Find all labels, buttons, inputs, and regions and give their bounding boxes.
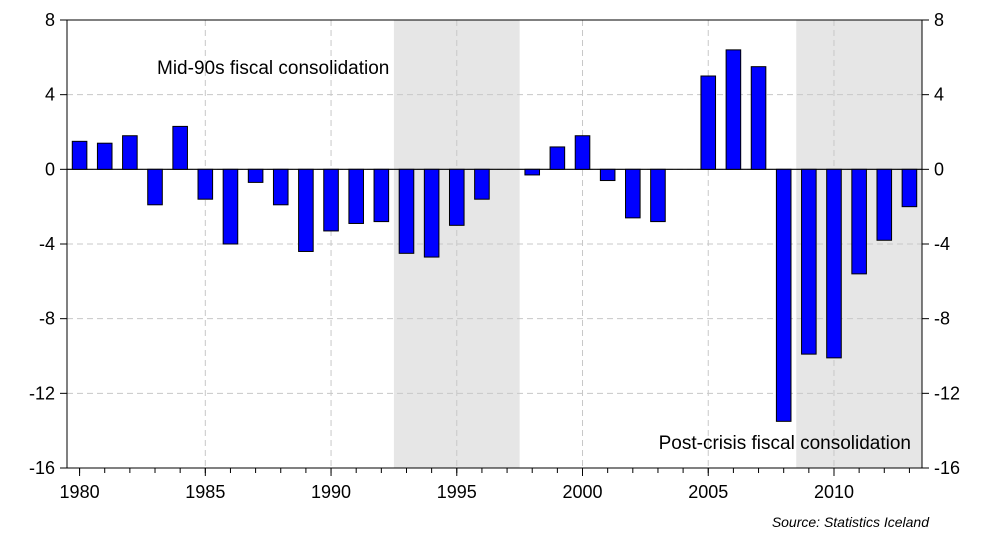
bar-1982 <box>122 135 138 170</box>
bar-2008 <box>775 168 792 422</box>
y-tick-label-right: 8 <box>934 10 944 30</box>
y-tick-label-right: -8 <box>934 309 950 329</box>
bar-1991 <box>348 168 364 224</box>
bar-1986 <box>222 168 239 245</box>
bar-1994 <box>423 168 440 258</box>
bar-1987 <box>247 168 264 183</box>
bar-2003 <box>650 168 666 223</box>
annotation-post-crisis: Post-crisis fiscal consolidation <box>659 433 911 454</box>
x-tick-label: 1985 <box>185 482 225 502</box>
x-tick-label: 1980 <box>60 482 100 502</box>
bar-1984 <box>172 125 188 170</box>
bar-1993 <box>398 168 415 254</box>
x-tick-label: 1990 <box>311 482 351 502</box>
bar-2010 <box>826 168 842 359</box>
y-tick-label-right: -4 <box>934 234 950 254</box>
y-tick-label-right: 4 <box>934 85 944 105</box>
bar-2005 <box>700 75 717 170</box>
bar-1999 <box>549 146 566 170</box>
bar-2012 <box>876 168 893 241</box>
bar-1996 <box>474 168 490 200</box>
x-tick-label: 2010 <box>814 482 854 502</box>
bar-2011 <box>851 168 867 275</box>
bar-1981 <box>96 142 113 170</box>
bar-1980 <box>71 140 88 170</box>
y-tick-label-left: -16 <box>29 458 55 478</box>
y-tick-label-right: 0 <box>934 159 944 179</box>
annotation-mid-90s: Mid-90s fiscal consolidation <box>157 58 389 79</box>
y-tick-label-left: -12 <box>29 383 55 403</box>
bar-1995 <box>448 168 465 226</box>
bar-2006 <box>725 49 742 170</box>
bar-1983 <box>147 168 163 206</box>
x-tick-label: 2000 <box>562 482 602 502</box>
bar-1988 <box>272 168 289 206</box>
y-tick-label-left: -4 <box>39 234 55 254</box>
x-tick-label: 2005 <box>688 482 728 502</box>
bar-2002 <box>625 168 641 219</box>
y-tick-label-left: 8 <box>45 10 55 30</box>
y-tick-label-left: -8 <box>39 309 55 329</box>
y-tick-label-right: -12 <box>934 383 960 403</box>
bar-1985 <box>197 168 214 200</box>
bar-2001 <box>599 168 616 182</box>
x-tick-label: 1995 <box>437 482 477 502</box>
bar-2007 <box>750 66 767 170</box>
y-tick-label-left: 0 <box>45 159 55 179</box>
bar-2013 <box>901 168 918 208</box>
bar-2000 <box>574 135 591 170</box>
source-note: Source: Statistics Iceland <box>771 514 929 530</box>
bar-1992 <box>373 168 390 223</box>
y-tick-label-right: -16 <box>934 458 960 478</box>
bar-1989 <box>298 168 314 252</box>
y-tick-label-left: 4 <box>45 85 55 105</box>
bar-2009 <box>801 168 817 355</box>
bar-1998 <box>524 168 541 176</box>
bar-1990 <box>323 168 339 232</box>
